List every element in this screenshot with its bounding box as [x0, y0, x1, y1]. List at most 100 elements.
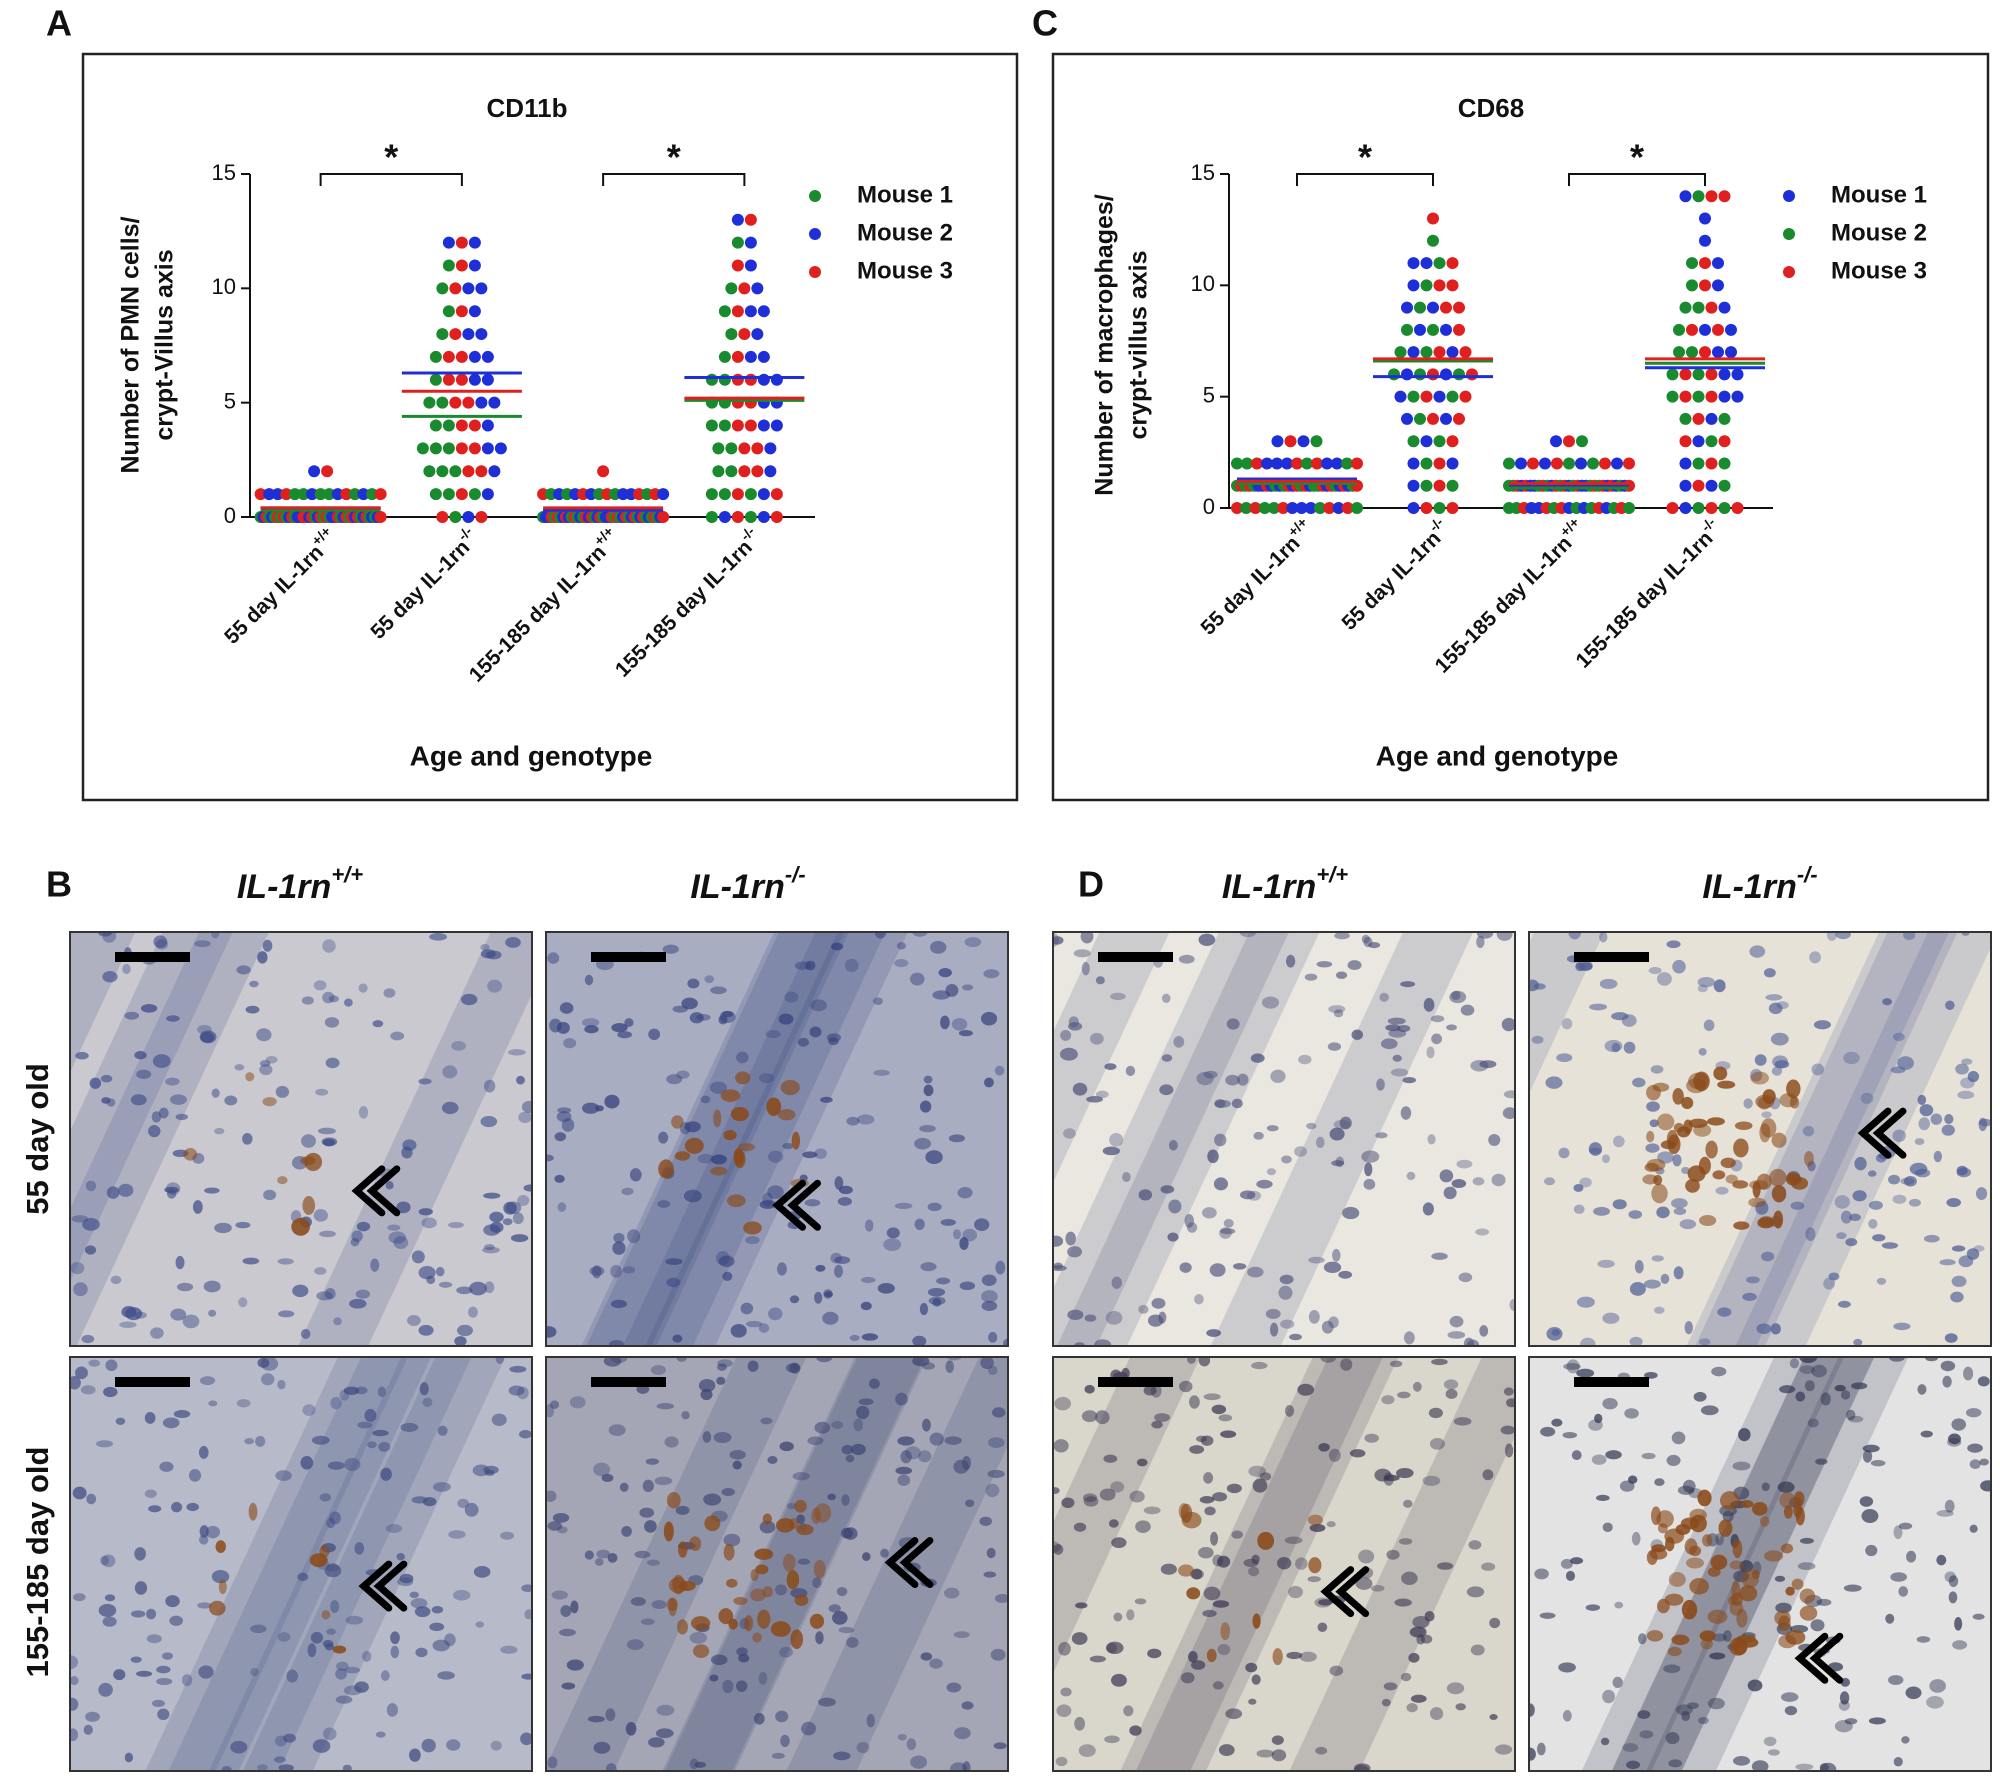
- nucleus: [1700, 1405, 1719, 1416]
- stained-cell: [1759, 1215, 1774, 1226]
- nucleus: [238, 1297, 248, 1308]
- nucleus: [1795, 1391, 1806, 1402]
- data-dot: [442, 305, 455, 318]
- data-dot: [1599, 457, 1611, 470]
- nucleus: [1081, 1410, 1098, 1423]
- nucleus: [70, 1376, 81, 1390]
- nucleus: [1573, 1204, 1585, 1214]
- nucleus: [1342, 1206, 1360, 1220]
- data-dot: [449, 396, 462, 409]
- nucleus: [1892, 1129, 1906, 1142]
- nucleus: [1948, 1433, 1961, 1445]
- tissue-band: [586, 932, 849, 1346]
- data-dot: [455, 419, 468, 432]
- nucleus: [133, 1311, 147, 1319]
- nucleus: [1468, 1540, 1482, 1550]
- nucleus: [1576, 1368, 1595, 1378]
- data-dot: [1420, 479, 1433, 492]
- nucleus: [655, 1728, 674, 1739]
- tissue-band: [1289, 1357, 1515, 1771]
- nucleus: [411, 1250, 425, 1264]
- nucleus: [1944, 1333, 1958, 1343]
- nucleus: [1763, 968, 1776, 978]
- nucleus: [418, 1208, 433, 1216]
- data-dot: [1433, 257, 1446, 270]
- nucleus: [322, 1639, 334, 1648]
- nucleus: [482, 1246, 500, 1254]
- nucleus: [456, 1286, 473, 1295]
- nucleus: [1639, 1730, 1654, 1739]
- nucleus: [437, 1425, 448, 1436]
- nucleus: [375, 1731, 386, 1738]
- nucleus: [1472, 1177, 1485, 1186]
- data-dot: [744, 213, 757, 226]
- nucleus: [1336, 971, 1348, 979]
- nucleus: [1506, 1398, 1515, 1408]
- stained-cell: [302, 1196, 316, 1215]
- legend-marker: [809, 228, 821, 240]
- nucleus: [1285, 1405, 1295, 1417]
- nucleus: [150, 1327, 164, 1339]
- nucleus: [1053, 1439, 1069, 1453]
- nucleus: [1571, 1450, 1582, 1461]
- tissue-band: [208, 1357, 472, 1771]
- nucleus: [100, 1074, 113, 1083]
- data-dot: [468, 419, 481, 432]
- nucleus: [1650, 1065, 1664, 1074]
- data-dot: [1427, 323, 1439, 336]
- data-dot: [449, 511, 462, 523]
- data-dot: [1446, 279, 1459, 292]
- stained-cell: [1732, 1180, 1749, 1189]
- nucleus: [1439, 1169, 1454, 1183]
- nucleus: [1214, 1099, 1231, 1108]
- data-dot: [442, 350, 455, 363]
- nucleus: [1629, 1282, 1646, 1296]
- nucleus: [1722, 1630, 1732, 1642]
- legend-label: Mouse 1: [1831, 181, 1927, 208]
- nucleus: [1189, 1445, 1205, 1454]
- stained-cell: [1671, 1634, 1690, 1646]
- image-frame: [1052, 1356, 1516, 1772]
- stained-cell: [1785, 1586, 1795, 1596]
- nucleus: [1496, 932, 1513, 941]
- nucleus: [393, 1236, 409, 1250]
- data-dot: [1351, 457, 1363, 470]
- nucleus: [920, 1100, 932, 1113]
- nucleus: [1349, 1449, 1366, 1458]
- nucleus: [758, 1073, 775, 1083]
- data-dot: [1407, 346, 1420, 359]
- nucleus: [327, 1461, 345, 1470]
- nucleus: [230, 1740, 248, 1754]
- nucleus: [1400, 1106, 1412, 1120]
- nucleus: [1253, 1131, 1264, 1140]
- stained-cell: [743, 1221, 762, 1235]
- nucleus: [261, 1373, 275, 1386]
- nucleus: [1951, 1245, 1966, 1252]
- legend-marker: [1783, 190, 1795, 202]
- nucleus: [831, 1420, 844, 1430]
- nucleus: [1168, 1199, 1182, 1214]
- nucleus: [827, 1493, 836, 1501]
- data-dot: [744, 511, 757, 523]
- stained-cell: [1685, 1178, 1700, 1193]
- nucleus: [1285, 954, 1296, 968]
- nucleus: [809, 1026, 822, 1038]
- nucleus: [789, 1362, 801, 1374]
- stained-cell: [750, 1569, 759, 1582]
- stained-cell: [794, 1594, 809, 1607]
- stained-cell: [215, 1540, 226, 1553]
- data-dot: [731, 511, 744, 523]
- nucleus: [124, 1752, 134, 1763]
- nucleus: [592, 1265, 602, 1279]
- data-dot: [475, 511, 488, 523]
- nucleus: [1453, 1417, 1472, 1426]
- data-dot: [1705, 457, 1718, 470]
- nucleus: [1147, 1648, 1162, 1659]
- nucleus: [634, 1550, 651, 1559]
- nucleus: [784, 991, 799, 1003]
- x-tick-label: 55 day IL-1rn-/-: [1334, 514, 1455, 635]
- nucleus: [951, 1017, 968, 1031]
- nucleus: [836, 1587, 848, 1597]
- nucleus: [1151, 1420, 1163, 1429]
- y-tick-label: 5: [224, 388, 236, 413]
